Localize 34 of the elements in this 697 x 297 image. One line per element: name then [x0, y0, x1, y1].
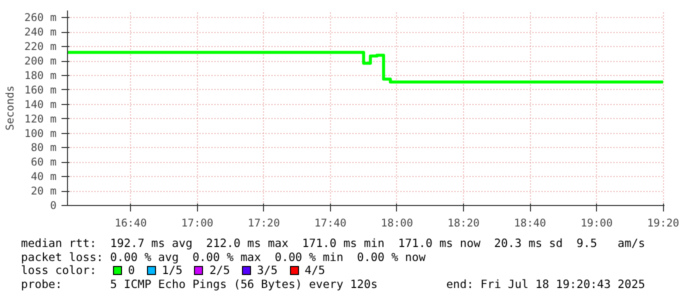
- legend-title: loss color:: [21, 263, 98, 278]
- x-tick-label: 18:40: [514, 216, 546, 230]
- y-tick-label: 60 m: [30, 156, 57, 169]
- x-tick-label: 16:40: [114, 216, 147, 230]
- y-tick-label: 0: [50, 199, 57, 212]
- y-tick-label: 80 m: [30, 141, 57, 154]
- y-tick-label: 240 m: [24, 26, 56, 39]
- y-tick-label: 180 m: [24, 69, 56, 82]
- y-tick-label: 120 m: [24, 112, 56, 126]
- y-tick-label: 140 m: [24, 98, 56, 111]
- legend-label: 1/5: [162, 263, 182, 278]
- y-tick-label: 260 m: [24, 11, 56, 24]
- text: end: Fri Jul 18 19:20:43 2025: [446, 276, 646, 292]
- x-tick-label: 19:20: [647, 216, 680, 230]
- y-tick-label: 100 m: [24, 126, 56, 140]
- x-tick-label: 17:20: [248, 216, 280, 230]
- x-tick-label: 18:20: [447, 216, 480, 230]
- x-tick-label: 17:00: [181, 216, 214, 230]
- x-tick-label: 18:00: [380, 216, 413, 230]
- text: median rtt: 192.7 ms avg 212.0 ms max 171.0 ms min 171.0 ms now 20.3 ms sd 9.5 am/s: [21, 236, 646, 251]
- legend-label: 2/5: [209, 263, 230, 278]
- legend-label: 3/5: [257, 263, 278, 278]
- y-tick-label: 200 m: [24, 54, 56, 68]
- x-tick-label: 19:00: [580, 216, 613, 230]
- y-tick-label: 160 m: [24, 83, 56, 96]
- y-tick-label: 20 m: [30, 184, 57, 198]
- legend-label: 4/5: [304, 263, 326, 278]
- y-tick-label: 220 m: [24, 40, 56, 54]
- y-tick-label: 40 m: [30, 170, 57, 184]
- text: packet loss: 0.00 % avg 0.00 % max 0.00 % min 0.00 % now: [21, 250, 427, 264]
- y-axis-title: Seconds: [3, 86, 16, 130]
- legend-label: 0: [128, 263, 135, 278]
- text: probe: 5 ICMP Echo Pings (56 Bytes) every 120s: [21, 276, 378, 291]
- x-tick-label: 17:40: [314, 216, 346, 230]
